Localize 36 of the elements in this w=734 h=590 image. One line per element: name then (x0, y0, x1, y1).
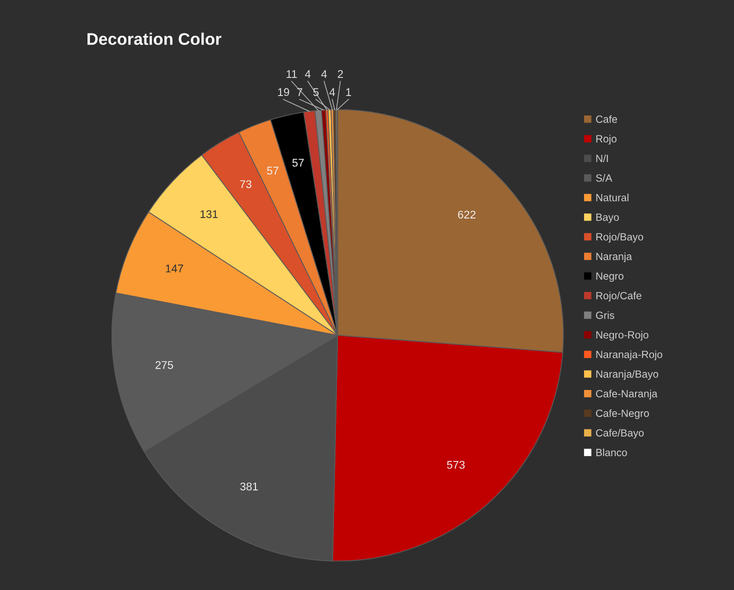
legend-label: Rojo/Cafe (596, 292, 642, 302)
data-label: 11 (286, 70, 297, 78)
data-label: 57 (267, 166, 278, 175)
data-label: 381 (240, 482, 258, 490)
legend-label: Blanco (596, 448, 627, 456)
data-label: 1 (346, 88, 352, 96)
legend-label: Cafe/Bayo (596, 428, 644, 439)
legend-label: Rojo (596, 134, 616, 145)
legend-label: Natural (596, 194, 628, 202)
data-label: 19 (278, 88, 290, 96)
legend-label: Cafe-Naranja (596, 390, 658, 400)
legend-label: Cafe-Negro (596, 409, 649, 420)
legend-label: Rojo/Bayo (596, 232, 644, 243)
data-label: 4 (321, 70, 327, 78)
data-label: 4 (329, 88, 335, 96)
data-label: 131 (200, 210, 218, 218)
data-label: 7 (297, 88, 302, 96)
data-label: 622 (458, 210, 476, 219)
legend-label: Naranja (596, 252, 632, 262)
legend-label: S/A (596, 174, 612, 182)
legend-label: Negro-Rojo (596, 330, 648, 341)
legend-label: Bayo (596, 214, 619, 223)
chart-title: Decoration Color (88, 32, 222, 45)
legend-label: Naranja/Bayo (596, 370, 658, 380)
legend-label: Negro (596, 272, 624, 282)
data-label: 275 (156, 361, 174, 369)
data-label: 4 (305, 70, 311, 78)
data-label: 73 (240, 180, 252, 188)
data-label: 573 (447, 460, 465, 469)
legend-label: N/I (596, 154, 608, 162)
data-label: 147 (166, 264, 184, 272)
data-label: 57 (292, 158, 304, 167)
legend-label: Naranaja-Rojo (596, 350, 662, 360)
legend-label: Cafe (596, 115, 618, 123)
data-label: 2 (338, 70, 343, 78)
legend-label: Gris (596, 311, 614, 319)
